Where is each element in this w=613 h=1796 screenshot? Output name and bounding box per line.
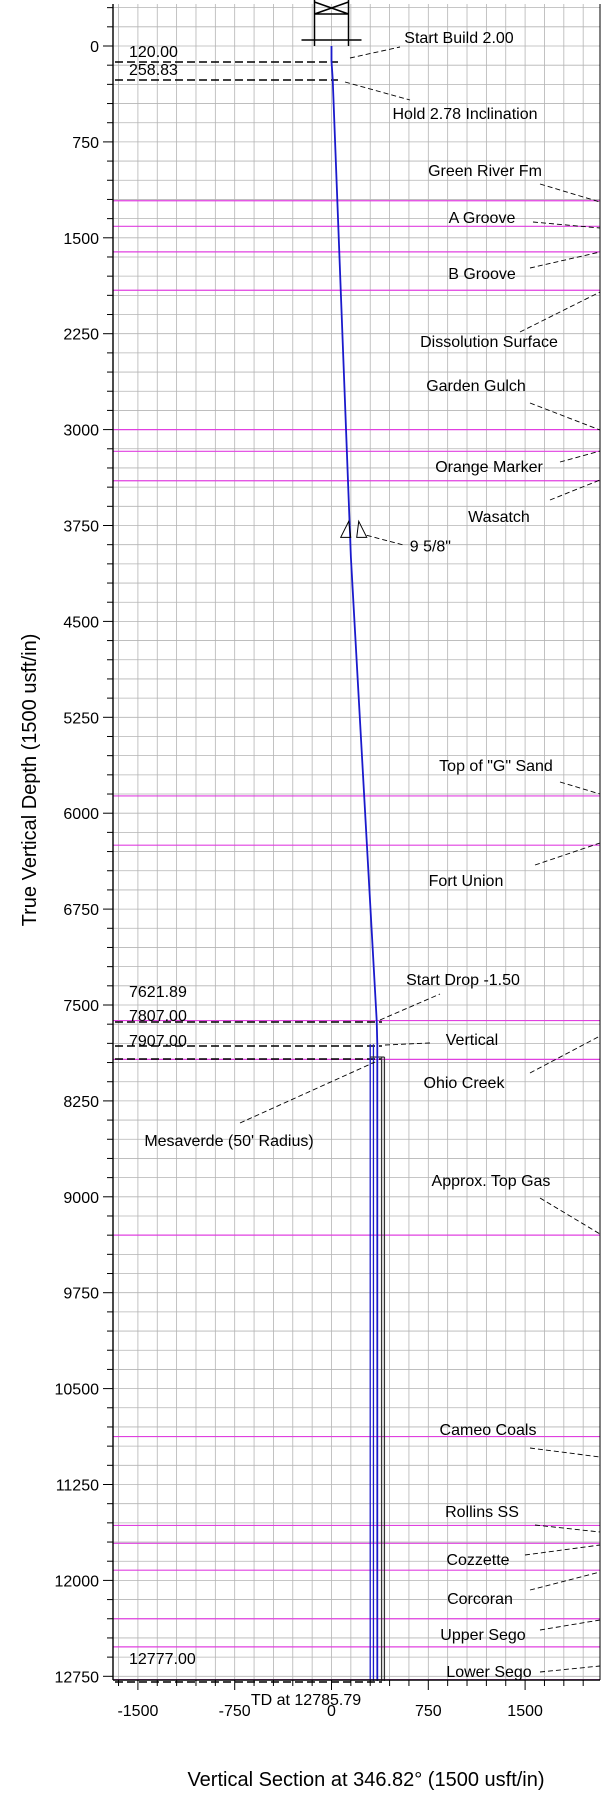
formation-label: Corcoran	[447, 1591, 513, 1608]
formation-leader-line	[529, 402, 601, 431]
formation-label: Ohio Creek	[424, 1075, 506, 1092]
x-tick-label: -1500	[117, 1703, 158, 1720]
formation-label: Wasatch	[468, 509, 530, 526]
y-tick-label: 10500	[55, 1382, 100, 1399]
y-tick-label: 7500	[63, 998, 99, 1015]
y-tick-label: 750	[72, 135, 99, 152]
formation-leader-line	[559, 450, 601, 463]
plan-annotation-leader	[379, 993, 441, 1021]
axes-layer: 0750150022503000375045005250600067507500…	[55, 4, 601, 1720]
formation-leader-line	[529, 1571, 601, 1591]
y-tick-label: 6000	[63, 806, 99, 823]
plan-value-label: 7621.89	[129, 984, 187, 1001]
plan-annotation-leader	[349, 46, 401, 59]
plan-annotation-leader	[239, 1061, 376, 1124]
formation-leader-line	[519, 291, 601, 333]
casing-shoe-label: 9 5/8"	[410, 538, 451, 555]
formation-label: Approx. Top Gas	[432, 1173, 551, 1190]
formation-leader-line	[539, 1619, 601, 1631]
y-tick-label: 0	[90, 39, 99, 56]
plan-value-label: 258.83	[129, 62, 178, 79]
plan-annotation-label: Mesaverde (50' Radius)	[144, 1133, 313, 1150]
x-tick-label: 1500	[507, 1703, 543, 1720]
well-path-line	[330, 46, 379, 1681]
plan-value-label: 120.00	[129, 44, 178, 61]
x-tick-label: 750	[415, 1703, 442, 1720]
y-tick-label: 3000	[63, 423, 99, 440]
formation-label: Orange Marker	[435, 459, 543, 476]
formation-layer	[113, 200, 600, 1681]
formation-leader-line	[534, 1524, 601, 1533]
formation-label: B Groove	[448, 266, 516, 283]
plan-annotation-label: Vertical	[446, 1032, 498, 1049]
y-tick-label: 6750	[63, 902, 99, 919]
plan-annotation-label: Start Build 2.00	[404, 30, 514, 47]
formation-leader-line	[529, 251, 601, 269]
plan-value-label: 12777.00	[129, 1651, 196, 1668]
formation-label: Rollins SS	[445, 1504, 519, 1521]
y-tick-label: 9000	[63, 1190, 99, 1207]
y-tick-label: 3750	[63, 519, 99, 536]
formation-label: Upper Sego	[440, 1627, 525, 1644]
plan-annotation-label: Start Drop -1.50	[406, 972, 520, 989]
formation-leader-line	[532, 221, 601, 229]
y-tick-label: 8250	[63, 1094, 99, 1111]
formation-label: Top of "G" Sand	[439, 758, 553, 775]
formation-leader-line	[534, 842, 601, 866]
casing-shoe-leader	[366, 534, 405, 546]
y-tick-label: 1500	[63, 231, 99, 248]
label-layer: Green River Fm A Groove B Groove Dissolutio…	[129, 30, 601, 1709]
well-path-layer	[330, 46, 379, 1681]
formation-leader-line	[559, 781, 601, 795]
casing-layer	[369, 1044, 386, 1681]
formation-label: Cozzette	[446, 1552, 509, 1569]
formation-label: Dissolution Surface	[420, 334, 558, 351]
plan-value-label: 7807.00	[129, 1008, 187, 1025]
casing-shoe-marker	[339, 519, 368, 538]
rig-icon	[301, 0, 362, 46]
plan-annotation-label: Hold 2.78 Inclination	[393, 106, 538, 123]
y-tick-label: 5250	[63, 710, 99, 727]
y-tick-label: 11250	[56, 1478, 99, 1495]
formation-leader-line	[524, 1544, 601, 1556]
y-tick-label: 9750	[63, 1286, 99, 1303]
y-tick-label: 4500	[63, 614, 99, 631]
formation-leader-line	[539, 1665, 601, 1673]
formation-leader-line	[539, 183, 601, 203]
formation-leader-line	[539, 1197, 601, 1235]
plan-annotation-label: TD at 12785.79	[251, 1692, 361, 1709]
formation-label: Cameo Coals	[440, 1422, 537, 1439]
y-tick-label: 2250	[63, 327, 99, 344]
formation-leader-line	[529, 1447, 601, 1458]
plan-annotation-leader	[344, 81, 411, 101]
x-tick-label: -750	[219, 1703, 251, 1720]
x-axis-title: Vertical Section at 346.82° (1500 usft/i…	[187, 1769, 544, 1791]
y-axis-title: True Vertical Depth (1500 usft/in)	[19, 634, 41, 927]
x-tick-label: 0	[327, 1703, 336, 1720]
formation-label: Lower Sego	[446, 1664, 531, 1681]
formation-label: Garden Gulch	[426, 378, 526, 395]
formation-leader-line	[529, 1035, 601, 1074]
formation-label: Fort Union	[429, 873, 504, 890]
formation-label: Green River Fm	[428, 163, 542, 180]
plan-dash-layer	[115, 61, 382, 1683]
formation-label: A Groove	[449, 210, 516, 227]
formation-leader-line	[549, 479, 601, 501]
y-tick-label: 12750	[55, 1669, 100, 1686]
rig-layer	[301, 0, 362, 46]
plan-value-label: 7907.00	[129, 1033, 187, 1050]
y-tick-label: 12000	[55, 1573, 100, 1590]
